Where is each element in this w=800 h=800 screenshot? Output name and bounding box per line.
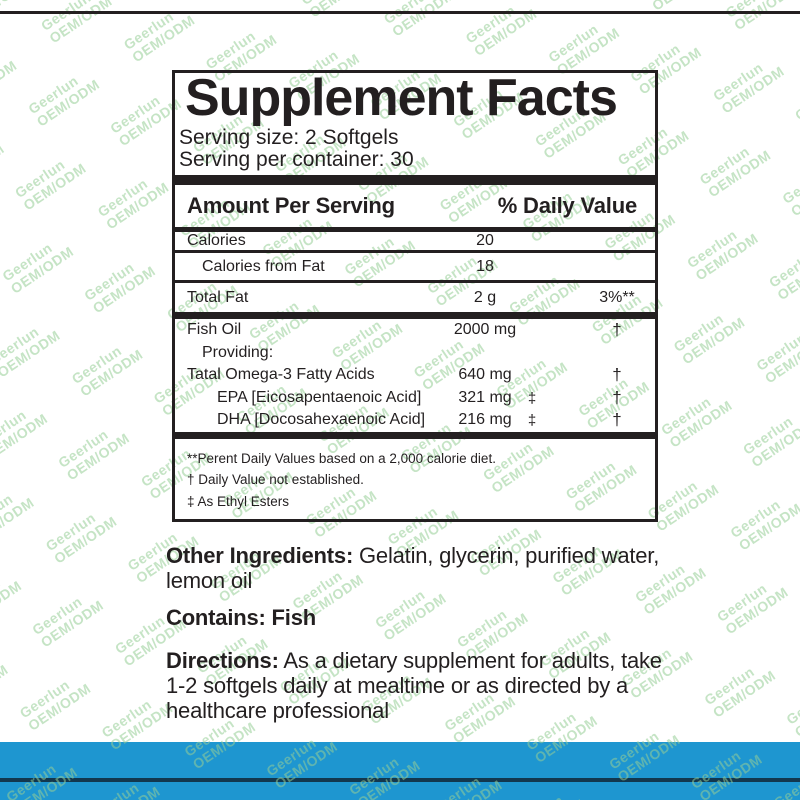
double-dagger-symbol: ‡ bbox=[527, 389, 537, 407]
row-calories: Calories 20 bbox=[187, 232, 643, 250]
thick-divider-bar bbox=[175, 175, 655, 185]
nutrient-daily-value: 3%** bbox=[599, 289, 635, 306]
nutrient-amount: 2 g bbox=[473, 289, 497, 306]
thin-divider-bar bbox=[175, 280, 655, 283]
nutrient-name: Tatal Omega-3 Fatty Acids bbox=[187, 366, 375, 383]
directions-text: As a dietary supplement for adults, take… bbox=[166, 648, 662, 723]
footnote-percent: **Perent Daily Values based on a 2,000 c… bbox=[187, 450, 496, 466]
navy-divider-line bbox=[0, 778, 800, 782]
amount-per-serving-header: Amount Per Serving bbox=[187, 193, 395, 218]
row-epa: EPA [Eicosapentaenoic Acid] 321 mg ‡ † bbox=[187, 387, 643, 410]
nutrient-amount: 18 bbox=[476, 258, 494, 275]
contains-statement: Contains: Fish bbox=[166, 605, 316, 630]
directions: Directions: As a dietary supplement for … bbox=[166, 648, 666, 723]
nutrient-name: DHA [Docosahexaenoic Acid] bbox=[217, 411, 426, 428]
nutrient-amount: 216 mg bbox=[458, 411, 512, 428]
nutrient-name: Total Fat bbox=[187, 289, 249, 306]
other-ingredients-text: Gelatin, glycerin, purified water, lemon… bbox=[166, 543, 660, 593]
daily-value-header: % Daily Value bbox=[497, 193, 637, 218]
nutrient-name: Calories bbox=[187, 232, 246, 249]
dagger-symbol: † bbox=[612, 320, 622, 339]
nutrient-name: EPA [Eicosapentaenoic Acid] bbox=[217, 388, 422, 406]
nutrient-amount: 321 mg bbox=[458, 388, 512, 406]
label-text-sections: Other Ingredients: Gelatin, glycerin, pu… bbox=[166, 543, 666, 723]
footnote-dagger: † Daily Value not established. bbox=[187, 471, 364, 487]
panel-title: Supplement Facts bbox=[185, 69, 618, 127]
nutrient-amount: 20 bbox=[476, 232, 494, 249]
nutrient-amount: 640 mg bbox=[458, 366, 512, 383]
nutrient-name: Calories from Fat bbox=[202, 258, 325, 275]
supplement-facts-panel: Supplement Facts Serving size: 2 Softgel… bbox=[172, 70, 658, 522]
nutrient-amount: 2000 mg bbox=[453, 321, 517, 338]
serving-size: Serving size: 2 Softgels bbox=[179, 126, 399, 149]
row-omega3: Tatal Omega-3 Fatty Acids 640 mg † bbox=[187, 364, 643, 387]
nutrient-name: Fish Oil bbox=[187, 321, 242, 338]
footnotes: **Perent Daily Values based on a 2,000 c… bbox=[187, 439, 643, 511]
row-dha: DHA [Docosahexaenoic Acid] 216 mg ‡ † bbox=[187, 409, 643, 432]
heavy-divider-bar bbox=[175, 431, 655, 439]
medium-divider-bar bbox=[175, 227, 655, 232]
dagger-symbol: † bbox=[612, 410, 622, 429]
double-dagger-symbol: ‡ bbox=[527, 412, 537, 429]
directions-label: Directions: bbox=[166, 648, 279, 673]
other-ingredients: Other Ingredients: Gelatin, glycerin, pu… bbox=[166, 543, 666, 593]
row-providing: Providing: bbox=[187, 342, 643, 365]
dagger-symbol: † bbox=[612, 365, 622, 384]
heavy-divider-bar bbox=[175, 312, 655, 319]
row-fish-oil: Fish Oil 2000 mg † bbox=[187, 319, 643, 342]
top-crop-line bbox=[0, 11, 800, 14]
nutrient-name: Providing: bbox=[202, 343, 274, 361]
other-ingredients-label: Other Ingredients: bbox=[166, 543, 354, 568]
table-header-row: Amount Per Serving % Daily Value bbox=[187, 185, 643, 227]
footnote-double-dagger: ‡ As Ethyl Esters bbox=[187, 493, 290, 509]
thin-divider-bar bbox=[175, 250, 655, 253]
row-calories-from-fat: Calories from Fat 18 bbox=[187, 253, 643, 280]
bottom-blue-band bbox=[0, 742, 800, 800]
servings-per-container: Serving per container: 30 bbox=[179, 148, 414, 171]
row-total-fat: Total Fat 2 g 3%** bbox=[187, 283, 643, 312]
dagger-symbol: † bbox=[612, 387, 622, 407]
